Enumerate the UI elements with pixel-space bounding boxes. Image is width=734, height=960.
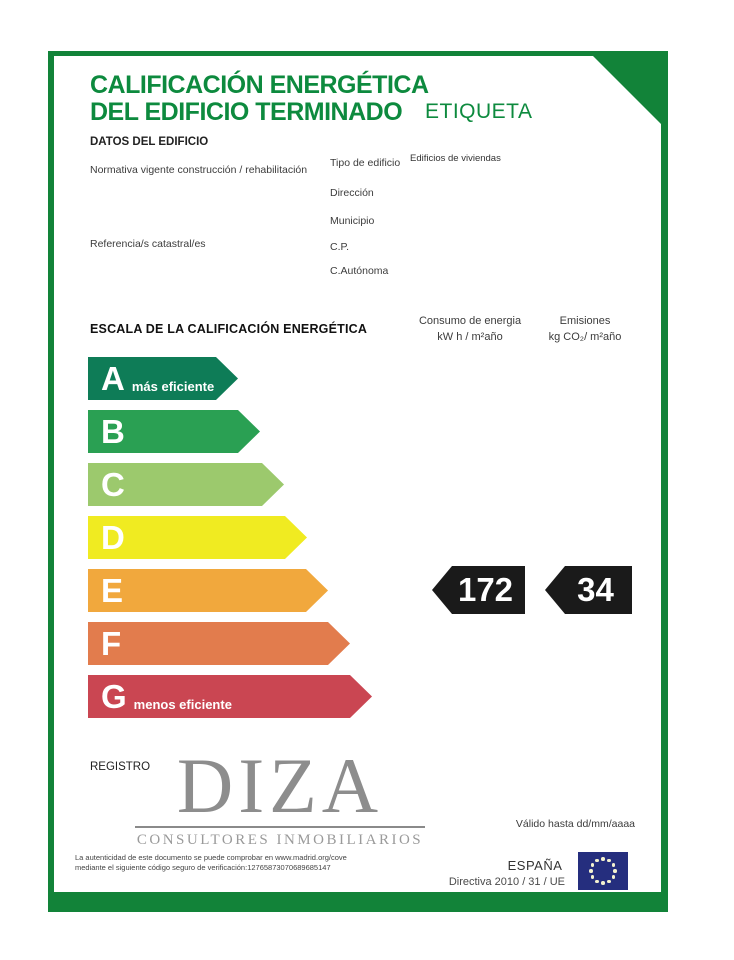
eu-flag-star bbox=[611, 875, 616, 879]
eu-flag-star bbox=[589, 869, 593, 873]
diza-logo-text: DIZA bbox=[176, 742, 384, 829]
directive-label: Directiva 2010 / 31 / UE bbox=[448, 876, 565, 888]
eu-flag-star bbox=[595, 858, 599, 863]
green-border-frame bbox=[48, 51, 668, 912]
registro-label: REGISTRO bbox=[90, 761, 151, 773]
page-title-line2: DEL EDIFICIO TERMINADO bbox=[90, 98, 403, 126]
page-title: CALIFICACIÓN ENERGÉTICA DEL EDIFICIO TER… bbox=[90, 72, 429, 126]
energy-band-g: G menos eficiente bbox=[88, 675, 372, 718]
field-value-tipo-edificio: Edificios de viviendas bbox=[410, 153, 501, 164]
field-label-municipio: Municipio bbox=[330, 215, 375, 227]
consumo-header-units: kW h / m²año bbox=[437, 331, 503, 343]
band-letter-c: C bbox=[101, 466, 125, 503]
consumo-header-title: Consumo de energia bbox=[418, 315, 522, 327]
building-data-section-title: DATOS DEL EDIFICIO bbox=[90, 136, 209, 148]
emisiones-rating-arrow: 34 bbox=[545, 566, 632, 614]
emisiones-column-header: Emisiones kg CO₂/ m²año bbox=[533, 313, 637, 345]
diza-logo-subtext: CONSULTORES INMOBILIARIOS bbox=[136, 832, 424, 848]
eu-flag-star bbox=[607, 858, 611, 863]
energy-band-b: B bbox=[88, 410, 260, 453]
field-label-cp: C.P. bbox=[330, 241, 350, 253]
eu-flag bbox=[578, 852, 628, 890]
band-letter-f: F bbox=[101, 625, 122, 662]
band-letter-d: D bbox=[101, 519, 125, 556]
fineprint-line1: La autenticidad de este documento se pue… bbox=[75, 853, 347, 862]
consumo-rating-arrow: 172 bbox=[432, 566, 525, 614]
energy-band-e: E bbox=[88, 569, 328, 612]
energy-band-a: A más eficiente bbox=[88, 357, 238, 400]
energy-band-d: D bbox=[88, 516, 307, 559]
field-label-direccion: Dirección bbox=[330, 187, 374, 199]
logo-divider-line bbox=[135, 826, 425, 828]
band-letter-b: B bbox=[101, 413, 125, 450]
fineprint-line2: mediante el siguiente código seguro de v… bbox=[75, 863, 331, 872]
band-note-menos-eficiente: menos eficiente bbox=[133, 697, 232, 712]
consumo-column-header: Consumo de energia kW h / m²año bbox=[408, 313, 532, 345]
emisiones-header-title: Emisiones bbox=[559, 315, 611, 327]
scale-section-title: ESCALA DE LA CALIFICACIÓN ENERGÉTICA bbox=[90, 322, 368, 336]
eu-flag-star bbox=[607, 879, 611, 884]
band-letter-e: E bbox=[101, 572, 124, 609]
eu-flag-star bbox=[611, 863, 616, 867]
page-title-line1: CALIFICACIÓN ENERGÉTICA bbox=[90, 71, 429, 99]
verification-fineprint: La autenticidad de este documento se pue… bbox=[75, 853, 347, 873]
eu-flag-star bbox=[590, 863, 595, 867]
diza-logo-subtext-wrap: CONSULTORES INMOBILIARIOS bbox=[135, 828, 425, 849]
eu-flag-star bbox=[595, 879, 599, 884]
emisiones-header-units: kg CO₂/ m²año bbox=[548, 331, 622, 343]
valid-until-label: Válido hasta dd/mm/aaaa bbox=[515, 818, 635, 830]
country-label: ESPAÑA bbox=[507, 858, 563, 873]
field-label-cautonoma: C.Autónoma bbox=[330, 265, 389, 277]
eu-flag-star bbox=[601, 881, 605, 885]
energy-band-c: C bbox=[88, 463, 284, 506]
band-letter-a: A bbox=[101, 360, 125, 397]
band-note-mas-eficiente: más eficiente bbox=[131, 379, 215, 394]
diza-logo: DIZA bbox=[135, 746, 425, 826]
energy-band-f: F bbox=[88, 622, 350, 665]
band-letter-g: G bbox=[101, 678, 127, 715]
field-label-tipo-edificio: Tipo de edificio bbox=[330, 157, 401, 169]
eu-flag-star bbox=[590, 875, 595, 879]
normativa-label: Normativa vigente construcción / rehabil… bbox=[90, 164, 308, 176]
referencia-catastral-label: Referencia/s catastral/es bbox=[90, 238, 206, 250]
eu-flag-star bbox=[601, 857, 605, 861]
eu-flag-star bbox=[613, 869, 617, 873]
etiqueta-label: ETIQUETA bbox=[425, 100, 533, 123]
